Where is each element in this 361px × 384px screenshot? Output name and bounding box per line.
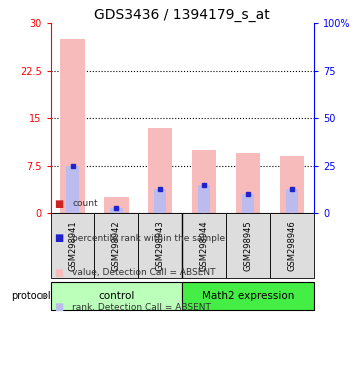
Text: GSM298944: GSM298944 [200, 220, 209, 271]
Bar [66, 166, 79, 213]
Bar [110, 208, 123, 213]
Text: GSM298942: GSM298942 [112, 220, 121, 271]
Text: ■: ■ [54, 199, 64, 209]
Text: GSM298945: GSM298945 [244, 220, 253, 271]
Text: GSM298946: GSM298946 [288, 220, 297, 271]
Title: GDS3436 / 1394179_s_at: GDS3436 / 1394179_s_at [95, 8, 270, 22]
Text: percentile rank within the sample: percentile rank within the sample [72, 233, 225, 243]
Bar [148, 127, 173, 213]
Text: ■: ■ [54, 233, 64, 243]
Text: value, Detection Call = ABSENT: value, Detection Call = ABSENT [72, 268, 216, 277]
Bar [182, 213, 226, 278]
Bar [95, 213, 138, 278]
Bar [138, 213, 182, 278]
Text: count: count [72, 199, 98, 208]
Bar [236, 153, 260, 213]
Bar [286, 189, 298, 213]
Bar [226, 213, 270, 278]
Bar [182, 282, 314, 310]
Bar [51, 213, 95, 278]
Bar [242, 194, 255, 213]
Bar [280, 156, 304, 213]
Text: ■: ■ [54, 302, 64, 312]
Bar [104, 197, 129, 213]
Bar [270, 213, 314, 278]
Bar [192, 150, 216, 213]
Text: rank, Detection Call = ABSENT: rank, Detection Call = ABSENT [72, 303, 211, 312]
Bar [51, 282, 182, 310]
Bar [198, 185, 210, 213]
Text: GSM298943: GSM298943 [156, 220, 165, 271]
Bar [60, 39, 84, 213]
Text: control: control [98, 291, 135, 301]
Text: ■: ■ [54, 268, 64, 278]
Text: GSM298941: GSM298941 [68, 220, 77, 271]
Bar [154, 189, 166, 213]
Text: protocol: protocol [11, 291, 51, 301]
Text: Math2 expression: Math2 expression [202, 291, 294, 301]
